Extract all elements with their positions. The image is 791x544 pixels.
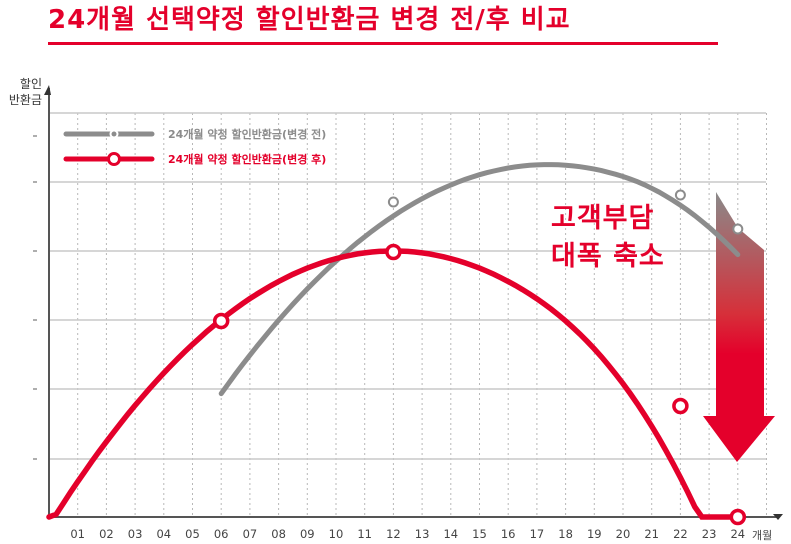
x-tick-label: 14 — [443, 527, 459, 541]
marker-before — [732, 223, 744, 235]
x-tick-label: 13 — [414, 527, 430, 541]
marker-after — [672, 397, 689, 415]
x-tick-label: 08 — [271, 527, 286, 541]
x-tick-label: 21 — [644, 527, 659, 541]
x-axis-label: 개월 — [752, 529, 773, 542]
x-tick-label: 15 — [472, 527, 487, 541]
marker-after — [729, 508, 747, 526]
marker-after — [385, 243, 402, 261]
y-axis-ticks — [33, 135, 37, 460]
x-tick-label: 24 — [730, 527, 746, 541]
y-axis-label: 할인 반환금 — [0, 76, 42, 108]
callout-text: 고객부담 대폭 축소 — [551, 200, 665, 276]
x-tick-label: 06 — [213, 527, 229, 541]
y-axis-label-line1: 할인 — [19, 77, 42, 91]
x-tick-label: 18 — [558, 527, 573, 541]
callout-line2: 대폭 축소 — [551, 241, 665, 272]
legend-item-before: 24개월 약정 할인반환금(변경 전) — [168, 128, 327, 141]
x-tick-label: 03 — [127, 527, 143, 541]
x-tick-label: 07 — [242, 527, 258, 541]
x-tick-label: 11 — [357, 527, 372, 541]
marker-before — [674, 189, 686, 201]
y-axis-label-line2: 반환금 — [8, 93, 42, 107]
title-underline — [48, 42, 718, 45]
marker-before — [387, 196, 399, 208]
marker-after — [212, 312, 230, 330]
x-tick-label: 02 — [99, 527, 114, 541]
x-tick-label: 23 — [701, 527, 717, 541]
callout-line1: 고객부담 — [551, 203, 655, 234]
x-tick-label: 16 — [500, 527, 516, 541]
series-lines — [46, 162, 747, 526]
x-tick-label: 10 — [328, 527, 344, 541]
x-tick-label: 05 — [185, 527, 200, 541]
legend-swatches — [63, 129, 155, 166]
x-tick-label: 01 — [70, 527, 85, 541]
axes — [44, 85, 783, 520]
x-tick-label: 12 — [386, 527, 401, 541]
down-arrow-icon — [703, 192, 775, 462]
x-tick-label: 22 — [673, 527, 688, 541]
x-tick-label: 17 — [529, 527, 545, 541]
x-tick-label: 19 — [586, 527, 602, 541]
x-tick-label: 20 — [615, 527, 631, 541]
horizontal-gridlines — [49, 112, 766, 460]
legend-item-after: 24개월 약정 할인반환금(변경 후) — [168, 153, 327, 166]
page-title: 24개월 선택약정 할인반환금 변경 전/후 비교 — [48, 5, 571, 35]
x-tick-label: 04 — [156, 527, 172, 541]
vertical-gridlines — [77, 113, 767, 517]
x-tick-label: 09 — [299, 527, 315, 541]
